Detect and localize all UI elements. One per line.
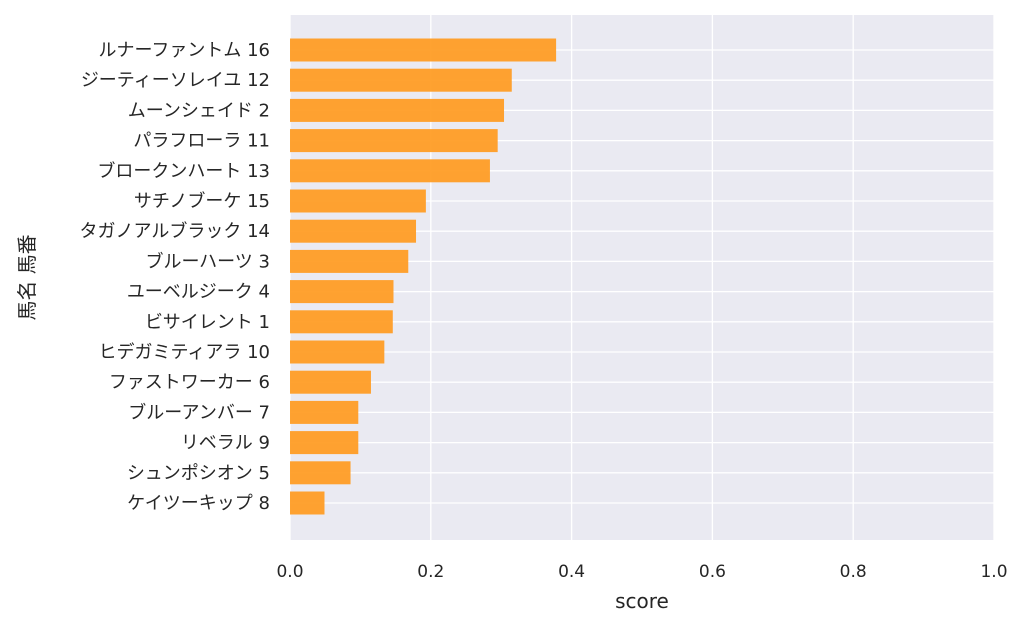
y-tick-label: ユーベルジーク 4 xyxy=(127,282,270,303)
x-tick-label: 0.8 xyxy=(840,562,867,582)
y-tick-label: ビサイレント 1 xyxy=(145,312,270,333)
bar xyxy=(290,189,426,213)
y-tick-label: シュンポシオン 5 xyxy=(127,463,270,484)
bar xyxy=(290,400,359,424)
bar xyxy=(290,340,385,364)
y-tick-label: ブルーアンバー 7 xyxy=(128,401,270,423)
bar xyxy=(290,68,512,92)
x-tick-labels: 0.0 0.2 0.4 0.6 0.8 1.0 xyxy=(276,562,1007,582)
bars xyxy=(290,38,557,515)
y-tick-label: サチノブーケ 15 xyxy=(134,190,270,212)
y-tick-label: ルナーファントム 16 xyxy=(98,40,270,61)
y-tick-label: ジーティーソレイユ 12 xyxy=(81,70,270,91)
y-tick-label: ブルーハーツ 3 xyxy=(146,250,270,272)
bar xyxy=(290,280,394,304)
y-tick-label: タガノアルブラック 14 xyxy=(80,220,270,242)
bar xyxy=(290,38,557,62)
x-tick-label: 0.6 xyxy=(699,562,726,582)
bar xyxy=(290,461,351,485)
y-tick-label: ブロークンハート 13 xyxy=(97,160,270,182)
x-tick-label: 1.0 xyxy=(980,562,1007,582)
bar xyxy=(290,219,417,243)
bar xyxy=(290,159,490,183)
y-tick-label: ケイツーキップ 8 xyxy=(127,493,270,514)
x-tick-label: 0.0 xyxy=(276,562,303,582)
y-axis-title: 馬名 馬番 xyxy=(15,234,39,320)
x-axis-title: score xyxy=(615,589,669,613)
bar xyxy=(290,370,371,394)
y-tick-label: ヒデガミティアラ 10 xyxy=(98,342,270,363)
plot-area xyxy=(290,15,994,540)
y-tick-label: ムーンシェイド 2 xyxy=(128,100,270,121)
y-tick-label: リベラル 9 xyxy=(181,433,270,454)
bar xyxy=(290,491,325,515)
y-tick-labels: ルナーファントム 16 ジーティーソレイユ 12 ムーンシェイド 2 パラフローラ 1… xyxy=(80,40,270,514)
bar xyxy=(290,310,393,334)
y-tick-label: パラフローラ 11 xyxy=(133,131,270,152)
bar xyxy=(290,129,498,153)
bar xyxy=(290,249,409,273)
bar xyxy=(290,98,505,122)
x-tick-label: 0.4 xyxy=(558,562,585,582)
bar xyxy=(290,431,359,455)
x-tick-label: 0.2 xyxy=(417,562,444,582)
y-tick-label: ファストワーカー 6 xyxy=(109,372,270,393)
